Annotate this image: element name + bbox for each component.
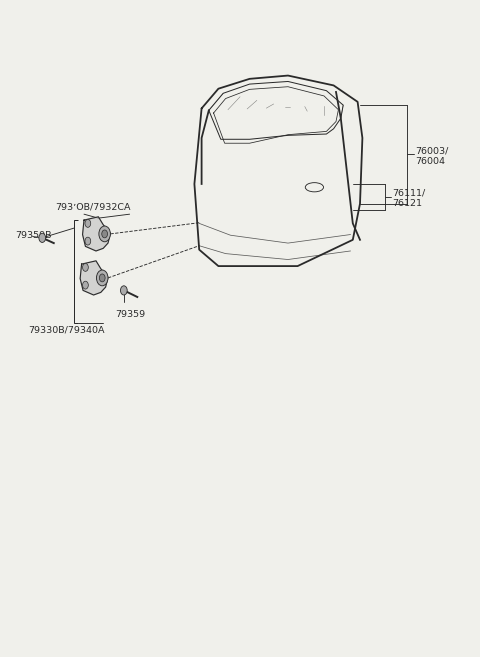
Circle shape	[99, 226, 110, 242]
Circle shape	[96, 270, 108, 286]
Circle shape	[83, 263, 88, 271]
Text: 79359B: 79359B	[15, 231, 52, 240]
Circle shape	[85, 219, 91, 227]
Text: 79359: 79359	[115, 309, 145, 319]
Circle shape	[99, 274, 105, 282]
Text: 76003/
76004: 76003/ 76004	[415, 147, 449, 166]
Text: 76111/
76121: 76111/ 76121	[393, 189, 426, 208]
Circle shape	[102, 230, 108, 238]
Polygon shape	[83, 217, 110, 251]
Circle shape	[83, 281, 88, 289]
Circle shape	[120, 286, 127, 295]
Circle shape	[39, 233, 46, 242]
Polygon shape	[80, 261, 108, 295]
Text: 793ʼOB/7932CA: 793ʼOB/7932CA	[55, 202, 131, 212]
Text: 79330B/79340A: 79330B/79340A	[28, 325, 104, 334]
Circle shape	[85, 237, 91, 245]
